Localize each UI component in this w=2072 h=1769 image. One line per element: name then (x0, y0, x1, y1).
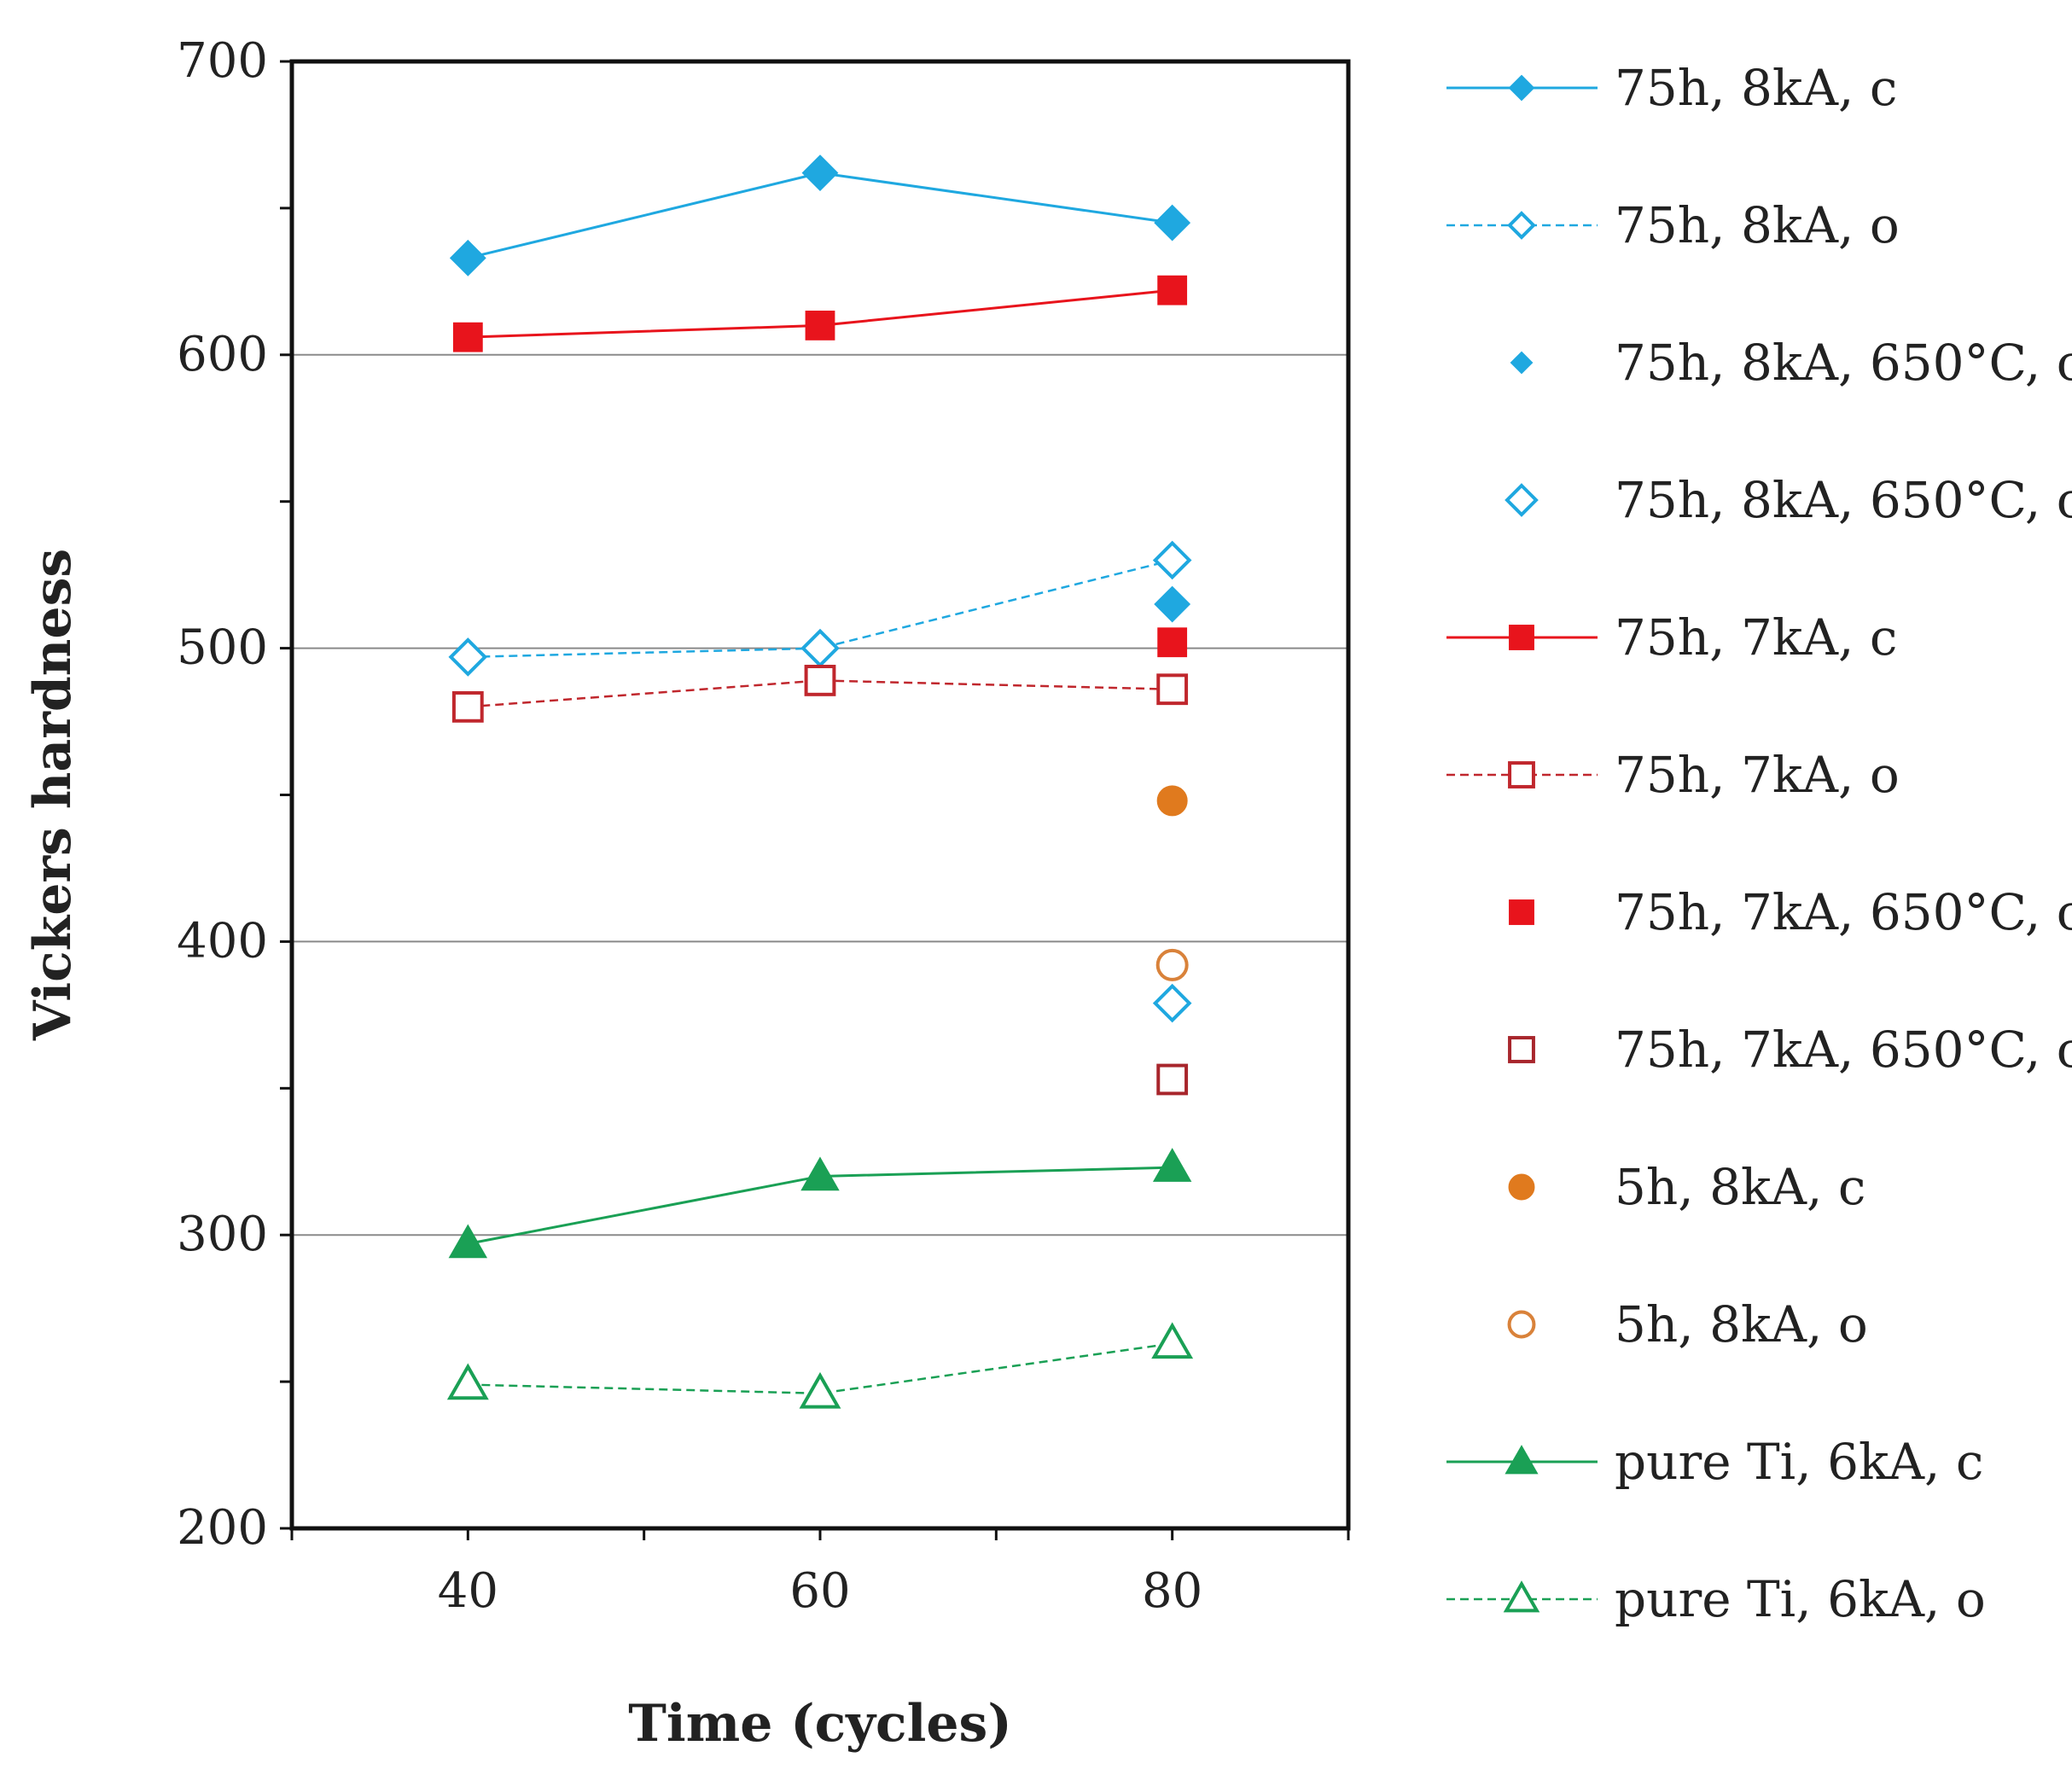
data-point (800, 1156, 840, 1191)
series-line (468, 679, 1173, 708)
x-axis-title: Time (cycles) (628, 1694, 1011, 1754)
data-point (451, 690, 484, 723)
gridlines (292, 353, 1348, 1237)
legend-marker (1503, 1580, 1540, 1613)
series-75h-8ka-650c-c (1154, 585, 1191, 623)
series-75h-7ka-650c-o (1156, 1063, 1189, 1096)
legend-item-5h-8ka-c: 5h, 8kA, c (1508, 1158, 1865, 1216)
y-tick-label: 400 (177, 913, 268, 969)
series-75h-7ka-o (451, 665, 1189, 723)
series-pure-ti-6ka-c (448, 1148, 1192, 1259)
data-point (800, 628, 840, 668)
data-point (448, 1224, 488, 1259)
series-75h-7ka-650c-c (1157, 627, 1188, 658)
data-point (1157, 275, 1188, 306)
legend-label: 75h, 8kA, o (1615, 196, 1900, 254)
y-tick-label: 600 (177, 327, 268, 382)
data-point (805, 311, 835, 340)
legend-label: 75h, 8kA, 650°C, c (1615, 334, 2072, 392)
legend-marker (1505, 1445, 1539, 1475)
y-tick-label: 700 (177, 33, 268, 89)
plot-area-frame (289, 59, 1351, 1531)
legend-label: 75h, 7kA, c (1615, 608, 1897, 666)
data-point (1156, 785, 1188, 817)
legend-marker (1508, 1036, 1535, 1063)
data-point (1156, 673, 1189, 706)
legend-item-75h-8ka-c: 75h, 8kA, c (1446, 59, 1897, 117)
legend-marker (1509, 625, 1534, 650)
legend-marker (1505, 483, 1539, 517)
legend-marker (1508, 761, 1535, 788)
legend-label: 5h, 8kA, o (1615, 1295, 1868, 1353)
series-75h-8ka-o (448, 540, 1192, 677)
legend-item-pure-ti-6ka-c: pure Ti, 6kA, c (1446, 1433, 1983, 1491)
data-point (449, 239, 486, 276)
legend-item-5h-8ka-o: 5h, 8kA, o (1507, 1295, 1868, 1353)
data-point (1154, 204, 1191, 241)
data-point (452, 322, 483, 352)
legend-label: 5h, 8kA, c (1615, 1158, 1865, 1216)
data-point (1154, 585, 1191, 623)
legend-marker (1507, 211, 1536, 240)
legend-item-75h-7ka-o: 75h, 7kA, o (1446, 746, 1900, 804)
data-point (804, 665, 836, 696)
y-tick-label: 200 (177, 1500, 268, 1556)
legend-label: 75h, 8kA, c (1615, 59, 1897, 117)
legend-marker (1507, 1310, 1536, 1339)
data-point (448, 637, 488, 677)
legend-label: 75h, 8kA, 650°C, o (1615, 471, 2072, 529)
legend-label: pure Ti, 6kA, o (1615, 1570, 1986, 1628)
series-75h-8ka-c (449, 154, 1191, 276)
y-axis-title: Vickers hardness (23, 549, 83, 1041)
legend-item-75h-7ka-650c-o: 75h, 7kA, 650°C, o (1508, 1021, 2072, 1079)
x-tick-label: 60 (789, 1563, 850, 1619)
legend-marker (1508, 1173, 1535, 1201)
legend-item-75h-8ka-o: 75h, 8kA, o (1446, 196, 1900, 254)
series-pure-ti-6ka-o (446, 1322, 1194, 1409)
data-point (1152, 540, 1192, 580)
data-point (801, 154, 839, 192)
series-75h-7ka-c (452, 275, 1188, 352)
data-point (1156, 1063, 1189, 1096)
data-point (1157, 627, 1188, 658)
data-point (446, 1363, 489, 1400)
series-line (468, 1342, 1173, 1395)
x-tick-label: 40 (438, 1563, 498, 1619)
legend-label: 75h, 7kA, 650°C, o (1615, 1021, 2072, 1079)
axes: 200 300 400 500 600 700 40 60 80 (177, 33, 1350, 1619)
legend-item-75h-7ka-650c-c: 75h, 7kA, 650°C, c (1509, 883, 2072, 941)
legend-item-pure-ti-6ka-o: pure Ti, 6kA, o (1446, 1570, 1986, 1628)
legend-label: pure Ti, 6kA, c (1615, 1433, 1983, 1491)
data-point (1152, 1148, 1192, 1182)
data-point (1151, 1322, 1194, 1359)
legend-marker (1509, 899, 1534, 925)
x-tick-label: 80 (1142, 1563, 1202, 1619)
series-75h-8ka-650c-o (1152, 983, 1192, 1023)
legend-item-75h-8ka-650c-o: 75h, 8kA, 650°C, o (1505, 471, 2072, 529)
series-5h-8ka-c (1156, 785, 1188, 817)
data-point (1155, 948, 1189, 981)
y-tick-label: 500 (177, 620, 268, 676)
data-point (799, 1371, 841, 1409)
legend-item-75h-7ka-c: 75h, 7kA, c (1446, 608, 1897, 666)
series-line (468, 559, 1173, 659)
legend-marker (1508, 74, 1535, 102)
data-point (1152, 983, 1192, 1023)
series (446, 154, 1194, 1409)
legend-marker (1510, 351, 1534, 375)
legend-label: 75h, 7kA, 650°C, c (1615, 883, 2072, 941)
series-5h-8ka-o (1155, 948, 1189, 981)
y-tick-label: 300 (177, 1207, 268, 1262)
legend: 75h, 8kA, c 75h, 8kA, o 75h, 8kA, 650°C, c… (1446, 59, 2072, 1628)
legend-label: 75h, 7kA, o (1615, 746, 1900, 804)
legend-item-75h-8ka-650c-c: 75h, 8kA, 650°C, c (1510, 334, 2072, 392)
